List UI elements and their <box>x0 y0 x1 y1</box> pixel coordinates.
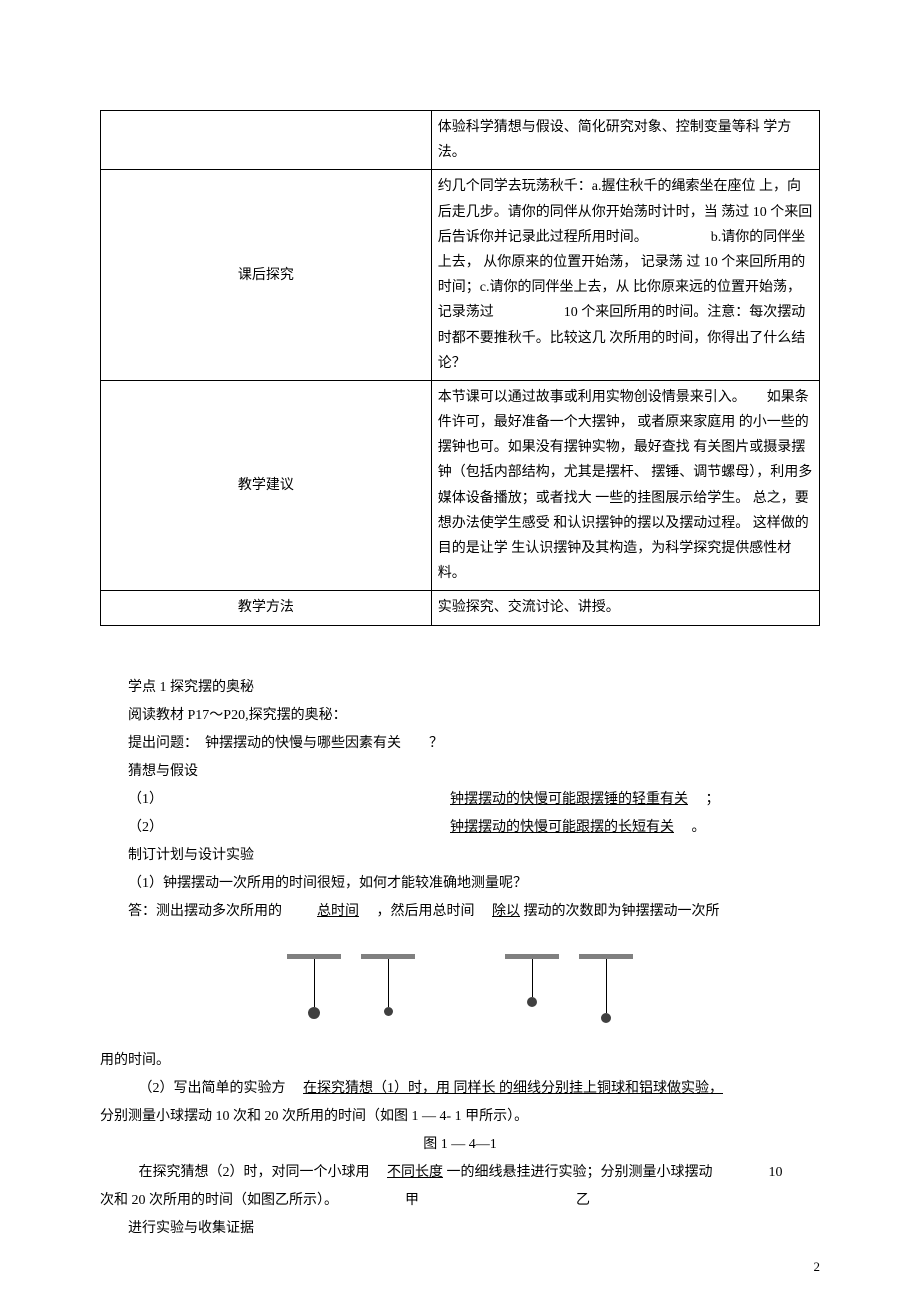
pendulum-group-1 <box>287 954 415 1023</box>
plan-a-u2: 除以 <box>492 904 520 919</box>
table-row: 教学方法 实验探究、交流讨论、讲授。 <box>101 591 820 625</box>
plan3-underline: 不同长度 <box>387 1165 443 1180</box>
plan2-line1: （2）写出简单的实验方 在探究猜想（1）时，用 同样长 的细线分别挂上铜球和铝球… <box>100 1075 820 1103</box>
plan-a-suffix: 摆动的次数即为钟摆摆动一次所 <box>524 904 720 919</box>
section-title: 学点 1 探究摆的奥秘 <box>100 674 820 702</box>
guess2-suffix: 。 <box>678 820 706 835</box>
read-instruction: 阅读教材 P17～P20,探究摆的奥秘： <box>100 702 820 730</box>
guess1-num: （1） <box>128 792 163 807</box>
plan3-prefix: 在探究猜想（2）时，对同一个小球用 <box>139 1165 384 1180</box>
pendulum-ball <box>527 997 537 1007</box>
guess2-num: （2） <box>128 820 163 835</box>
plan-q1: （1）钟摆摆动一次所用的时间很短，如何才能较准确地测量呢？ <box>100 870 820 898</box>
guess-2: （2） 钟摆摆动的快慢可能跟摆的长短有关 。 <box>100 814 820 842</box>
plan2-underline: 在探究猜想（1）时，用 同样长 的细线分别挂上铜球和铝球做实验， <box>303 1081 723 1096</box>
pendulum-group-2 <box>505 954 633 1023</box>
figure-label: 图 1 — 4—1 <box>100 1131 820 1159</box>
cell-left <box>101 111 432 170</box>
table-row: 教学建议 本节课可以通过故事或利用实物创设情景来引入。 如果条件许可，最好准备一… <box>101 380 820 591</box>
guess1-suffix: ； <box>692 792 720 807</box>
pendulum-2b <box>579 954 633 1023</box>
pendulum-1b <box>361 954 415 1023</box>
cell-left: 课后探究 <box>101 170 432 381</box>
guess-label: 猜想与假设 <box>100 758 820 786</box>
guess2-text: 钟摆摆动的快慢可能跟摆的长短有关 <box>450 820 674 835</box>
caption-yi: 乙 <box>576 1193 590 1208</box>
table-row: 课后探究 约几个同学去玩荡秋千：a.握住秋千的绳索坐在座位 上，向后走几步。请你… <box>101 170 820 381</box>
cell-right: 约几个同学去玩荡秋千：a.握住秋千的绳索坐在座位 上，向后走几步。请你的同伴从你… <box>431 170 819 381</box>
lesson-table: 体验科学猜想与假设、简化研究对象、控制变量等科 学方法。 课后探究 约几个同学去… <box>100 110 820 626</box>
cell-right: 实验探究、交流讨论、讲授。 <box>431 591 819 625</box>
pendulum-2a <box>505 954 559 1023</box>
plan2-line2: 分别测量小球摆动 10 次和 20 次所用的时间（如图 1 — 4- 1 甲所示… <box>100 1103 820 1131</box>
pendulum-diagram <box>100 954 820 1023</box>
plan-a-mid: ，然后用总时间 <box>363 904 489 919</box>
plan3-line1: 在探究猜想（2）时，对同一个小球用 不同长度 一的细线悬挂进行实验；分别测量小球… <box>100 1159 820 1187</box>
plan3-suffix: 一的细线悬挂进行实验；分别测量小球摆动 10 <box>447 1165 783 1180</box>
pendulum-ball <box>308 1007 320 1019</box>
pendulum-ball <box>384 1007 393 1016</box>
page-number: 2 <box>814 1259 821 1275</box>
time-continue: 用的时间。 <box>100 1047 820 1075</box>
cell-right: 体验科学猜想与假设、简化研究对象、控制变量等科 学方法。 <box>431 111 819 170</box>
plan3-line2-text: 次和 20 次所用的时间（如图乙所示）。 <box>100 1193 338 1208</box>
pendulum-1a <box>287 954 341 1023</box>
collect-label: 进行实验与收集证据 <box>100 1215 820 1243</box>
content-body: 学点 1 探究摆的奥秘 阅读教材 P17～P20,探究摆的奥秘： 提出问题： 钟… <box>100 674 820 1243</box>
plan3-line2: 次和 20 次所用的时间（如图乙所示）。 甲 乙 <box>100 1187 820 1215</box>
cell-right: 本节课可以通过故事或利用实物创设情景来引入。 如果条件许可，最好准备一个大摆钟，… <box>431 380 819 591</box>
pendulum-string <box>606 959 607 1013</box>
caption-jia: 甲 <box>405 1193 419 1208</box>
plan-answer: 答：测出摆动多次所用的 总时间 ，然后用总时间 除以 摆动的次数即为钟摆摆动一次… <box>100 898 820 926</box>
cell-left: 教学方法 <box>101 591 432 625</box>
plan3-row: 在探究猜想（2）时，对同一个小球用 不同长度 一的细线悬挂进行实验；分别测量小球… <box>100 1159 820 1215</box>
question-line: 提出问题： 钟摆摆动的快慢与哪些因素有关 ？ <box>100 730 820 758</box>
plan-a-u1: 总时间 <box>317 904 359 919</box>
guess-1: （1） 钟摆摆动的快慢可能跟摆锤的轻重有关 ； <box>100 786 820 814</box>
pendulum-ball <box>601 1013 611 1023</box>
plan2-prefix: （2）写出简单的实验方 <box>139 1081 300 1096</box>
pendulum-string <box>388 959 389 1007</box>
guess1-text: 钟摆摆动的快慢可能跟摆锤的轻重有关 <box>450 792 688 807</box>
cell-left: 教学建议 <box>101 380 432 591</box>
plan-a-prefix: 答：测出摆动多次所用的 <box>128 904 282 919</box>
pendulum-string <box>314 959 315 1007</box>
plan-label: 制订计划与设计实验 <box>100 842 820 870</box>
table-row: 体验科学猜想与假设、简化研究对象、控制变量等科 学方法。 <box>101 111 820 170</box>
pendulum-string <box>532 959 533 997</box>
